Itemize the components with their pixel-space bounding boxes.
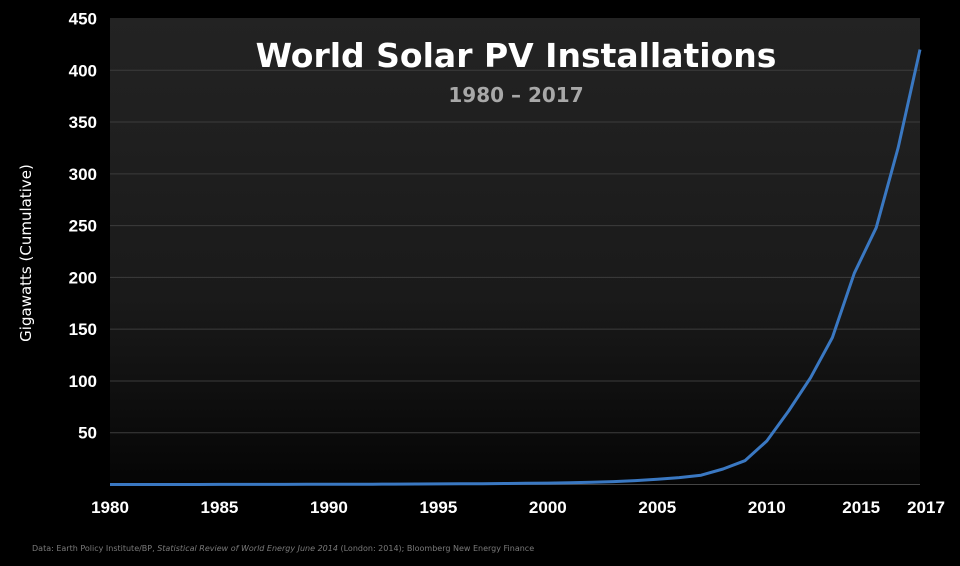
y-tick-label: 50 bbox=[78, 424, 97, 443]
y-tick-label: 350 bbox=[69, 113, 97, 132]
x-tick-label: 1980 bbox=[91, 498, 129, 517]
x-tick-label: 1990 bbox=[310, 498, 348, 517]
x-tick-label: 1995 bbox=[419, 498, 457, 517]
y-tick-label: 150 bbox=[69, 320, 97, 339]
y-tick-label: 400 bbox=[69, 61, 97, 80]
source-note: Data: Earth Policy Institute/BP, Statist… bbox=[32, 544, 534, 553]
y-tick-label: 250 bbox=[69, 217, 97, 236]
source-suffix: (London: 2014); Bloomberg New Energy Fin… bbox=[337, 544, 535, 553]
x-tick-label: 2005 bbox=[638, 498, 676, 517]
x-tick-label: 2010 bbox=[748, 498, 786, 517]
chart-subtitle: 1980 – 2017 bbox=[448, 83, 583, 107]
y-tick-label: 450 bbox=[69, 10, 97, 29]
x-tick-label: 1985 bbox=[201, 498, 239, 517]
y-axis-label: Gigawatts (Cumulative) bbox=[17, 164, 35, 342]
source-prefix: Data: Earth Policy Institute/BP, bbox=[32, 544, 158, 553]
x-tick-label: 2015 bbox=[842, 498, 880, 517]
plot-area bbox=[110, 18, 920, 485]
y-tick-label: 300 bbox=[69, 165, 97, 184]
series-line bbox=[110, 49, 922, 486]
x-tick-label: 2017 bbox=[907, 498, 945, 517]
x-tick-label: 2000 bbox=[529, 498, 567, 517]
chart-title: World Solar PV Installations bbox=[256, 36, 777, 75]
source-title: Statistical Review of World Energy June … bbox=[157, 544, 338, 553]
y-tick-label: 200 bbox=[69, 268, 97, 287]
y-tick-label: 100 bbox=[69, 372, 97, 391]
